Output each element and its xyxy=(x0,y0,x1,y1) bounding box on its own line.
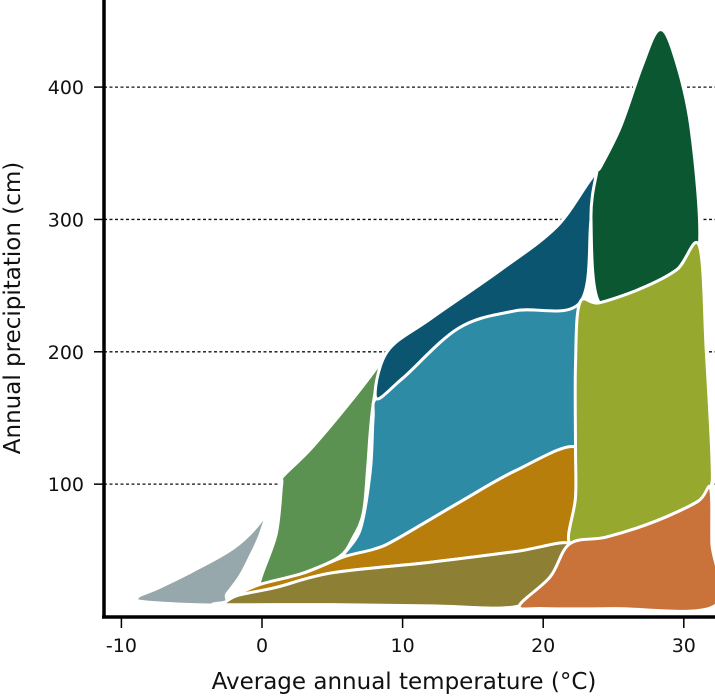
x-tick-label-10: 10 xyxy=(391,635,415,657)
biome-regions xyxy=(134,28,715,613)
y-tick-label-100: 100 xyxy=(48,474,84,496)
region-subtropical-desert xyxy=(517,484,715,613)
axes xyxy=(102,0,715,619)
x-tick-label--10: -10 xyxy=(106,635,137,657)
y-tick-label-300: 300 xyxy=(48,209,84,231)
x-tick-label-20: 20 xyxy=(531,635,555,657)
region-temperate-grassland-desert xyxy=(211,541,573,610)
y-tick-label-400: 400 xyxy=(48,77,84,99)
y-axis-title: Annual precipitation (cm) xyxy=(0,162,26,454)
region-tundra xyxy=(134,482,284,607)
x-tick-label-0: 0 xyxy=(256,635,268,657)
x-axis-title: Average annual temperature (°C) xyxy=(212,669,597,695)
y-tick-label-200: 200 xyxy=(48,342,84,364)
region-tropical-seasonal-forest-savanna xyxy=(566,241,714,548)
ticks: -10 0 10 20 30 100 200 300 400 xyxy=(48,77,696,657)
x-tick-label-30: 30 xyxy=(672,635,696,657)
